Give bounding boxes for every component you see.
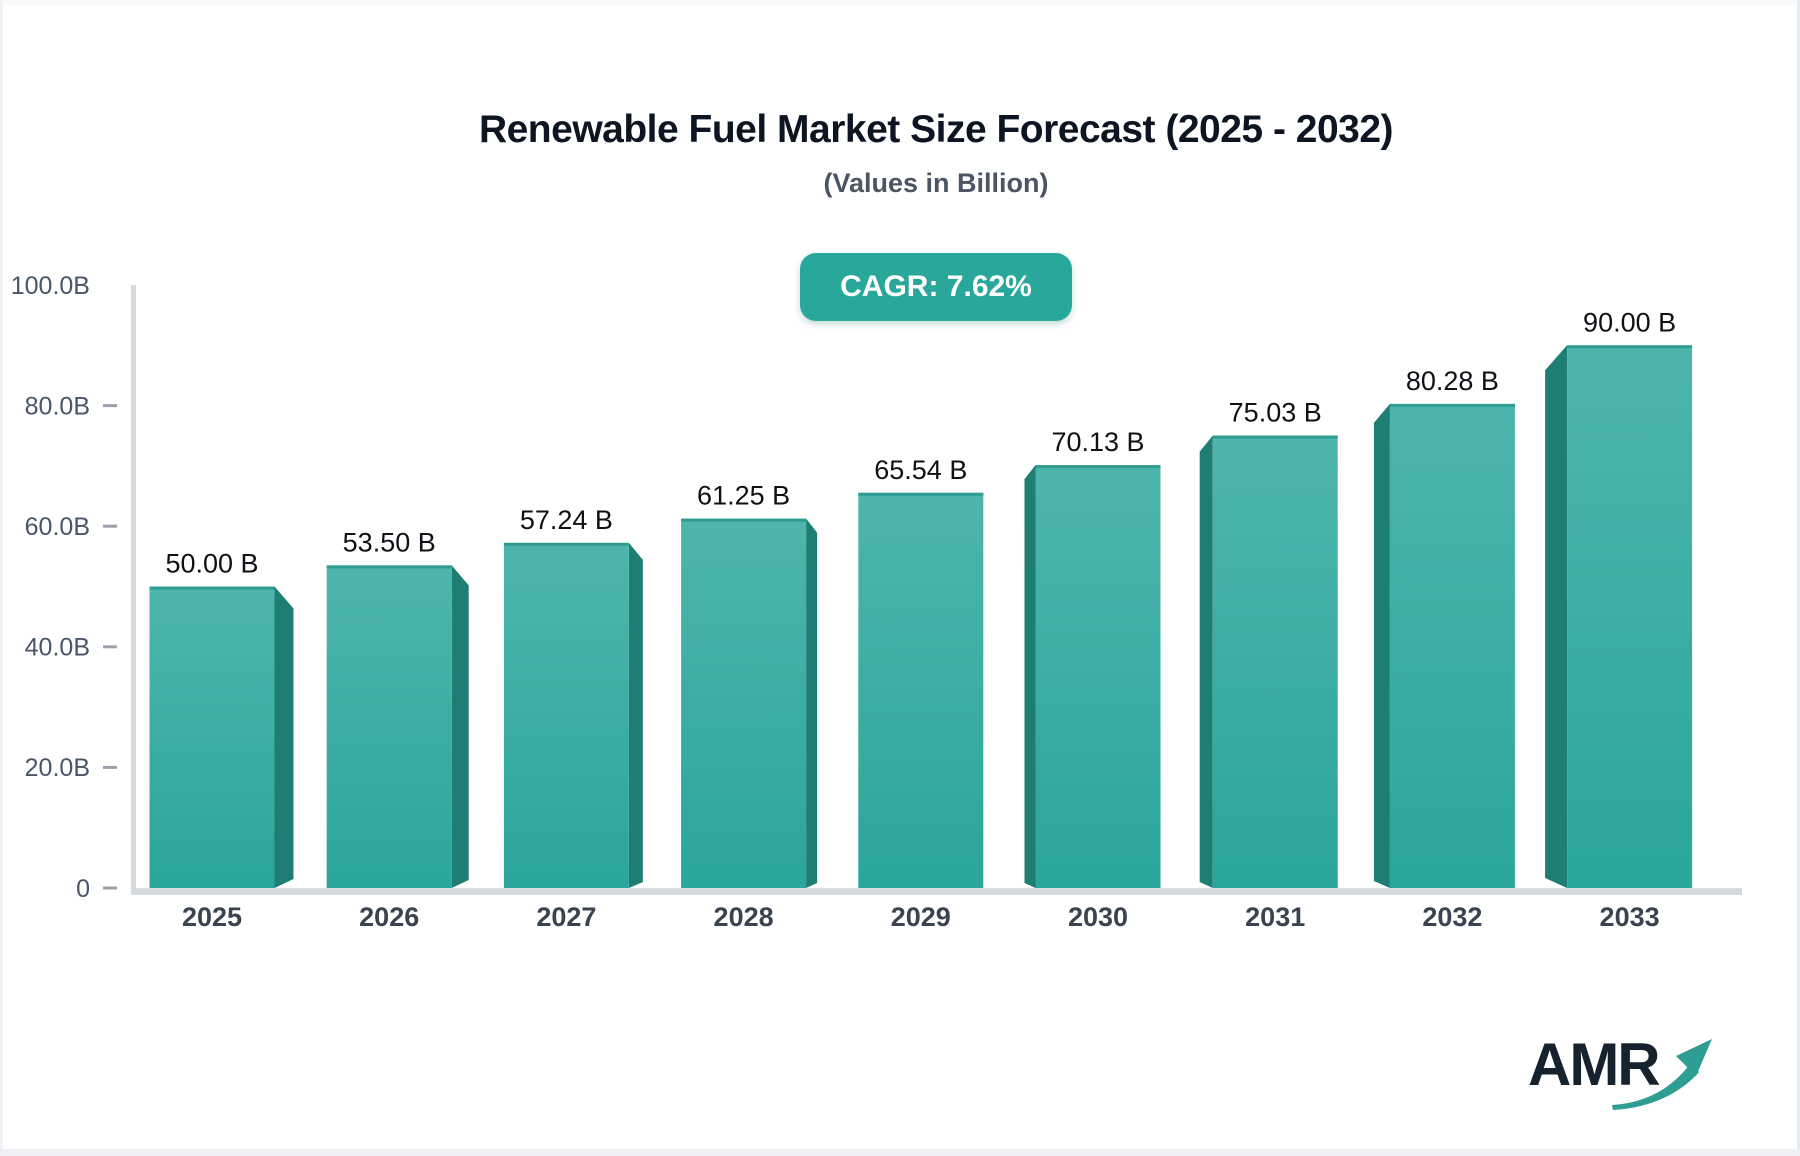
- x-axis-label: 2030: [1068, 902, 1128, 932]
- bar-side-face: [1545, 345, 1568, 888]
- bar-value-label: 57.24 B: [520, 505, 613, 535]
- x-axis-label: 2028: [714, 902, 774, 932]
- bar-top-edge: [1035, 465, 1161, 469]
- bar-value-label: 61.25 B: [697, 481, 790, 511]
- y-axis-tick-label: 60.0B: [25, 513, 90, 541]
- bar-top-edge: [1212, 435, 1338, 439]
- amr-logo-text: AMR: [1528, 1031, 1661, 1098]
- bar-top-edge: [858, 492, 984, 496]
- bar-2025: 50.00 B 2025: [149, 549, 294, 932]
- bar-value-label: 53.50 B: [343, 527, 436, 557]
- bar-2031: 75.03 B 2031: [1199, 398, 1338, 932]
- bar-face: [326, 565, 452, 888]
- page-edge-left: [0, 0, 3, 1156]
- bar-top-edge: [326, 565, 452, 569]
- bar-top-edge: [1389, 403, 1515, 407]
- growth-arrow-icon: [1612, 1039, 1712, 1110]
- y-axis-tick-label: 0: [76, 875, 90, 903]
- bar-face: [1212, 435, 1338, 888]
- y-axis-tick-label: 20.0B: [25, 754, 90, 782]
- x-axis-line: [131, 888, 1742, 895]
- bar-top-edge: [149, 586, 275, 590]
- page-edge-top: [0, 0, 1800, 5]
- y-axis-tick: [103, 404, 117, 408]
- bar-side-face: [1024, 465, 1036, 888]
- chart-subtitle: (Values in Billion): [823, 168, 1049, 198]
- bar-side-face: [451, 565, 469, 888]
- bar-value-label: 70.13 B: [1051, 427, 1144, 457]
- y-axis-tick-label: 80.0B: [25, 392, 90, 420]
- bar-top-edge: [681, 518, 807, 522]
- y-axis-tick: [103, 886, 117, 890]
- page-edge-right: [1797, 0, 1800, 1156]
- bar-side-face: [806, 518, 818, 888]
- y-axis-line: [131, 285, 136, 895]
- x-axis-label: 2027: [536, 902, 596, 932]
- bar-top-edge: [1567, 345, 1693, 349]
- bar-face: [1567, 345, 1693, 888]
- bar-face: [858, 492, 984, 888]
- x-axis-label: 2033: [1600, 902, 1660, 932]
- amr-logo: AMR: [1508, 1018, 1718, 1118]
- y-axis-tick: [103, 765, 117, 769]
- bar-value-label: 50.00 B: [165, 549, 258, 579]
- chart-title: Renewable Fuel Market Size Forecast (202…: [478, 108, 1394, 151]
- y-axis-tick: [103, 645, 117, 649]
- x-axis-label: 2026: [359, 902, 419, 932]
- bar-2030: 70.13 B 2030: [1024, 427, 1161, 932]
- bar-side-face: [1199, 435, 1213, 888]
- y-axis-tick-label: 100.0B: [11, 272, 90, 300]
- bar-value-label: 80.28 B: [1406, 366, 1499, 396]
- y-axis-tick: [103, 524, 117, 528]
- bar-face: [1035, 465, 1161, 888]
- bar-value-label: 90.00 B: [1583, 307, 1676, 337]
- x-axis-label: 2025: [182, 902, 242, 932]
- bar-face: [503, 542, 629, 888]
- bar-2027: 57.24 B 2027: [503, 505, 643, 932]
- bar-top-edge: [503, 542, 629, 546]
- cagr-badge-wrap: CAGR: 7.62%: [130, 253, 1742, 321]
- bar-2029: 65.54 B 2029: [858, 455, 984, 932]
- bar-side-face: [274, 586, 294, 888]
- bar-2028: 61.25 B 2028: [681, 481, 818, 932]
- bar-value-label: 65.54 B: [874, 455, 967, 485]
- bar-face: [681, 518, 807, 888]
- bar-face: [149, 586, 275, 888]
- bar-value-label: 75.03 B: [1229, 398, 1322, 428]
- bar-2032: 80.28 B 2032: [1373, 366, 1515, 932]
- bar-side-face: [628, 542, 643, 888]
- y-axis-tick-label: 40.0B: [25, 634, 90, 662]
- x-axis-label: 2029: [891, 902, 951, 932]
- cagr-badge: CAGR: 7.62%: [800, 253, 1072, 321]
- page-edge-bottom: [0, 1149, 1800, 1156]
- bar-2033: 90.00 B 2033: [1545, 307, 1693, 932]
- bar-side-face: [1373, 403, 1390, 888]
- bar-2026: 53.50 B 2026: [326, 527, 469, 932]
- x-axis-label: 2031: [1245, 902, 1305, 932]
- bar-face: [1389, 403, 1515, 888]
- x-axis-label: 2032: [1422, 902, 1482, 932]
